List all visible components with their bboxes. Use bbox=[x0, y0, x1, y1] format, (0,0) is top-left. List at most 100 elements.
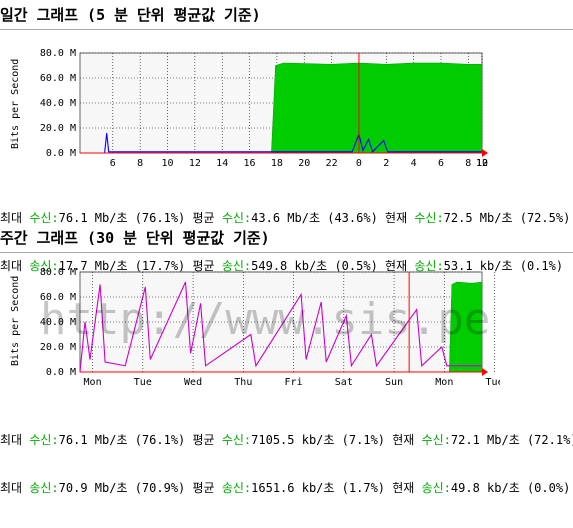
cur-label: 현재 bbox=[392, 481, 415, 495]
weekly-stats: 최대 수신:76.1 Mb/초 (76.1%) 평균 수신:7105.5 kb/… bbox=[0, 400, 573, 528]
out-label: 송신: bbox=[221, 481, 252, 495]
out-label: 송신: bbox=[221, 259, 252, 273]
daily-cur-in: 72.5 Mb/초 (72.5%) bbox=[443, 211, 571, 225]
out-label: 송신: bbox=[414, 259, 444, 273]
daily-x-tick-label: 8 bbox=[137, 158, 143, 169]
weekly-stats-in-row: 최대 수신:76.1 Mb/초 (76.1%) 평균 수신:7105.5 kb/… bbox=[0, 432, 573, 448]
weekly-axis-arrow bbox=[482, 368, 488, 376]
in-label: 수신: bbox=[29, 211, 59, 225]
daily-x-tick-label: 0 bbox=[356, 158, 362, 169]
max-label: 최대 bbox=[0, 433, 23, 447]
avg-label: 평균 bbox=[192, 433, 215, 447]
daily-x-tick-label: 8 bbox=[465, 158, 471, 169]
weekly-out-line-path bbox=[79, 281, 482, 373]
daily-x-tick-label: 10 bbox=[476, 158, 488, 169]
mrtg-page: 일간 그래프 (5 분 단위 평균값 기준) 0.0 M 20.0 M 40.0 M… bbox=[0, 6, 573, 495]
in-label: 수신: bbox=[29, 433, 59, 447]
daily-stats-out-row: 최대 송신:17.7 Mb/초 (17.7%) 평균 송신:549.8 kb/초… bbox=[0, 258, 570, 274]
daily-max-out: 17.7 Mb/초 (17.7%) bbox=[58, 259, 186, 273]
daily-y-axis-label: Bits per Second bbox=[10, 59, 21, 149]
daily-in-area bbox=[80, 62, 483, 154]
weekly-y-tick-label: 40.0 M bbox=[40, 317, 76, 328]
weekly-y-axis-label: Bits per Second bbox=[10, 276, 21, 366]
daily-cur-out: 53.1 kb/초 (0.1%) bbox=[443, 259, 564, 273]
weekly-in-area-shape bbox=[80, 281, 483, 373]
weekly-y-tick-label: 80.0 M bbox=[40, 267, 76, 278]
weekly-out-line bbox=[79, 281, 482, 373]
weekly-x-tick-label: Fri bbox=[285, 377, 303, 388]
weekly-avg-in: 7105.5 kb/초 (7.1%) bbox=[251, 433, 386, 447]
out-label: 송신: bbox=[29, 259, 59, 273]
weekly-y-tick-label: 20.0 M bbox=[40, 342, 76, 353]
daily-max-in: 76.1 Mb/초 (76.1%) bbox=[58, 211, 186, 225]
daily-in-area-shape bbox=[80, 62, 483, 154]
weekly-x-tick-label: Sun bbox=[385, 377, 403, 388]
daily-stats-in-row: 최대 수신:76.1 Mb/초 (76.1%) 평균 수신:43.6 Mb/초 … bbox=[0, 210, 570, 226]
daily-x-tick-label: 2 bbox=[383, 158, 389, 169]
in-label: 수신: bbox=[414, 211, 444, 225]
weekly-x-tick-label: Sat bbox=[335, 377, 353, 388]
weekly-y-ticks: 0.0 M 20.0 M 40.0 M 60.0 M 80.0 M bbox=[40, 267, 76, 378]
cur-label: 현재 bbox=[385, 259, 408, 273]
daily-x-tick-label: 6 bbox=[110, 158, 116, 169]
weekly-x-tick-label: Tue bbox=[134, 377, 152, 388]
daily-x-tick-label: 16 bbox=[244, 158, 256, 169]
max-label: 최대 bbox=[0, 211, 23, 225]
weekly-x-tick-label: Tue bbox=[486, 377, 500, 388]
daily-x-tick-label: 22 bbox=[326, 158, 338, 169]
weekly-cur-in: 72.1 Mb/초 (72.1%) bbox=[450, 433, 573, 447]
daily-y-tick-label: 0.0 M bbox=[46, 148, 76, 159]
max-label: 최대 bbox=[0, 481, 23, 495]
cur-label: 현재 bbox=[385, 211, 408, 225]
weekly-x-ticks: Mon Tue Wed Thu Fri Sat Sun Mon Tue bbox=[84, 377, 500, 388]
weekly-traffic-chart: 0.0 M 20.0 M 40.0 M 60.0 M 80.0 M Mon Tue Wed T… bbox=[10, 267, 500, 388]
daily-x-tick-label: 14 bbox=[216, 158, 228, 169]
daily-y-tick-label: 40.0 M bbox=[40, 98, 76, 109]
weekly-max-out: 70.9 Mb/초 (70.9%) bbox=[58, 481, 186, 495]
weekly-watermark: http://www.sis.pe.kr bbox=[40, 294, 500, 345]
in-label: 수신: bbox=[421, 433, 451, 447]
daily-avg-out: 549.8 kb/초 (0.5%) bbox=[251, 259, 378, 273]
daily-x-tick-label: 12 bbox=[189, 158, 201, 169]
daily-traffic-chart: 0.0 M20.0 M40.0 M60.0 M80.0 M 6 8 10 12 14 16… bbox=[10, 48, 488, 169]
daily-y-ticks: 0.0 M 20.0 M 40.0 M 60.0 M 80.0 M bbox=[40, 48, 76, 159]
daily-x-tick-label: 6 bbox=[438, 158, 444, 169]
weekly-y-tick-label: 60.0 M bbox=[40, 292, 76, 303]
daily-x-tick-label: 10 bbox=[161, 158, 173, 169]
weekly-graph-title: 주간 그래프 (30 분 단위 평균값 기준) bbox=[0, 229, 270, 247]
weekly-grid bbox=[80, 271, 495, 372]
daily-avg-in: 43.6 Mb/초 (43.6%) bbox=[251, 211, 378, 225]
daily-stats: 최대 수신:76.1 Mb/초 (76.1%) 평균 수신:43.6 Mb/초 … bbox=[0, 178, 570, 306]
daily-x-tick-label: 12 bbox=[476, 158, 488, 169]
avg-label: 평균 bbox=[192, 481, 215, 495]
avg-label: 평균 bbox=[192, 259, 215, 273]
weekly-avg-out: 1651.6 kb/초 (1.7%) bbox=[251, 481, 386, 495]
in-label: 수신: bbox=[221, 433, 252, 447]
weekly-in-area bbox=[80, 281, 483, 373]
weekly-x-tick-label: Thu bbox=[234, 377, 252, 388]
avg-label: 평균 bbox=[192, 211, 215, 225]
max-label: 최대 bbox=[0, 259, 23, 273]
out-label: 송신: bbox=[421, 481, 451, 495]
out-label: 송신: bbox=[29, 481, 59, 495]
weekly-divider bbox=[0, 252, 573, 253]
cur-label: 현재 bbox=[392, 433, 415, 447]
weekly-y-tick-label: 0.0 M bbox=[46, 367, 76, 378]
weekly-stats-out-row: 최대 송신:70.9 Mb/초 (70.9%) 평균 송신:1651.6 kb/… bbox=[0, 480, 573, 496]
in-label: 수신: bbox=[221, 211, 252, 225]
weekly-max-in: 76.1 Mb/초 (76.1%) bbox=[58, 433, 186, 447]
daily-y-tick-label: 60.0 M bbox=[40, 73, 76, 84]
daily-marker-lines bbox=[80, 53, 482, 154]
daily-x-tick-label: 20 bbox=[298, 158, 310, 169]
daily-y-tick-label: 20.0 M bbox=[40, 123, 76, 134]
daily-axis-arrow bbox=[482, 149, 488, 157]
weekly-x-tick-label: Mon bbox=[435, 377, 453, 388]
weekly-x-tick-label: Mon bbox=[84, 377, 102, 388]
daily-divider bbox=[0, 29, 573, 30]
weekly-x-tick-label: Wed bbox=[184, 377, 202, 388]
daily-x-tick-label: 18 bbox=[271, 158, 283, 169]
daily-y-tick-label: 80.0 M bbox=[40, 48, 76, 59]
weekly-marker-lines bbox=[80, 272, 482, 373]
daily-graph-title: 일간 그래프 (5 분 단위 평균값 기준) bbox=[0, 6, 261, 24]
